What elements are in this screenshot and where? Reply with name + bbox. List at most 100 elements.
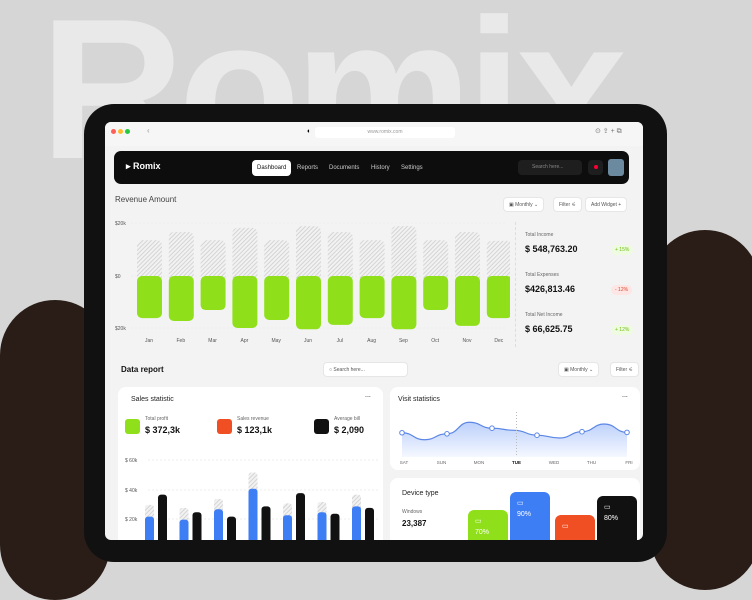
month-label: Jan [145, 338, 153, 344]
browser-actions-icons[interactable]: ⊙ ⇪ + ⧉ [595, 128, 622, 135]
visit-chart: SAT SUN MON TUE WED THU FRI [399, 412, 633, 465]
report-filter-button[interactable]: Filter ⚟ [610, 362, 639, 377]
add-widget-label: Add Widget [591, 202, 617, 208]
avatar[interactable] [608, 159, 624, 176]
visit-point [534, 432, 540, 439]
revenue-bar-top [168, 232, 194, 282]
brand-name: Romix [133, 161, 161, 171]
device-percent: 80% [604, 515, 619, 522]
maximize-window-button[interactable] [125, 129, 130, 134]
kpi-label: Average bill [334, 416, 361, 422]
tablet-icon: ▭ [604, 504, 611, 511]
revenue-bar-top [327, 232, 353, 282]
close-window-button[interactable] [111, 129, 116, 134]
day-label: THU [587, 460, 596, 465]
revenue-bar-top [423, 240, 449, 282]
day-label: MON [474, 460, 485, 465]
sales-more-button[interactable]: ... [365, 392, 371, 399]
nav-documents[interactable]: Documents [329, 165, 360, 171]
visit-point [444, 431, 450, 437]
y-tick-label: $ 20k [125, 517, 138, 523]
day-label: SAT [400, 460, 409, 465]
kpi-label: Total profit [145, 416, 169, 422]
month-label: May [271, 338, 281, 344]
device-tile[interactable]: ▭ 70% [468, 510, 508, 540]
y-tick-label: $ 40k [125, 488, 138, 494]
month-label: Jun [304, 338, 312, 344]
visit-point [579, 428, 585, 435]
device-label: Windows [402, 509, 423, 515]
screen: ‹ ◐ www.romix.com ⊙ ⇪ + ⧉ ▸ Romix Dashbo… [105, 122, 643, 540]
device-percent: 70% [475, 529, 490, 536]
visit-more-button[interactable]: ... [622, 392, 628, 399]
nav-dashboard[interactable]: Dashboard [252, 160, 292, 176]
back-icon[interactable]: ‹ [147, 126, 150, 135]
money-bag-icon [125, 419, 140, 434]
revenue-bar-top [391, 226, 417, 282]
revenue-bar-bottom [391, 276, 417, 330]
sales-bar-black [158, 494, 167, 540]
month-label: Feb [176, 338, 185, 344]
revenue-bar-bottom [200, 276, 226, 311]
sales-bar-blue [145, 516, 154, 540]
month-label: Apr [241, 338, 249, 344]
brand-logo[interactable]: ▸ Romix [126, 161, 161, 171]
visit-area [402, 422, 627, 457]
notification-bell-icon[interactable] [588, 160, 603, 175]
visit-statistics-card: Visit statistics ... SAT SUN MON TUE WED THU F… [390, 387, 640, 470]
sales-statistic-card: Sales statistic ... Total profit $ 372,3k… [118, 387, 383, 540]
nav-history[interactable]: History [371, 165, 390, 171]
device-title: Device type [402, 490, 439, 497]
monitor-icon: ▭ [475, 518, 482, 525]
sales-bar-blue [317, 512, 327, 540]
revenue-bar-top [200, 240, 226, 282]
summary-badge: - 12% [611, 285, 633, 295]
visit-point [624, 429, 630, 436]
revenue-bar-bottom [423, 276, 449, 311]
revenue-bar-bottom [137, 276, 162, 319]
device-tile[interactable]: ▭ 80% [597, 496, 637, 540]
add-widget-button[interactable]: Add Widget + [585, 197, 628, 212]
report-filter-label: Filter [616, 367, 628, 373]
nav-search-input[interactable]: Search here... [518, 160, 582, 175]
summary-value: $ 66,625.75 [525, 324, 573, 334]
visit-point [489, 425, 495, 432]
revenue-bar-top [359, 240, 385, 282]
shield-icon: ◐ [307, 128, 312, 135]
minimize-window-button[interactable] [118, 129, 123, 134]
sales-bar-black [330, 513, 340, 540]
browser-toolbar: ‹ ◐ www.romix.com ⊙ ⇪ + ⧉ [105, 122, 643, 146]
day-label: WED [549, 460, 560, 465]
revenue-bar-top [232, 227, 258, 282]
sales-bar-black [227, 516, 236, 540]
day-label: TUE [512, 460, 521, 465]
revenue-bar-bottom [264, 276, 290, 320]
period-select[interactable]: ▣ Monthly ⌄ [503, 197, 545, 212]
address-bar[interactable]: www.romix.com [315, 127, 455, 138]
revenue-bar-top [486, 240, 510, 282]
nav-reports[interactable]: Reports [297, 165, 319, 171]
report-search-input[interactable]: ○ Search here... [323, 362, 408, 377]
period-label: Monthly [515, 202, 533, 208]
report-search-placeholder: Search here... [333, 367, 365, 373]
summary-label: Total Income [525, 232, 554, 238]
revenue-bar-bottom [232, 276, 258, 328]
device-tile[interactable]: ▭ [555, 515, 595, 540]
nav-settings[interactable]: Settings [401, 165, 423, 171]
receipt-icon [314, 419, 329, 434]
revenue-bar-top [137, 240, 162, 282]
sales-bar-black [365, 507, 374, 540]
visit-line [401, 421, 628, 441]
kpi-value: $ 372,3k [145, 425, 181, 435]
device-tile[interactable]: ▭ 90% [510, 492, 550, 540]
day-label: FRI [625, 460, 632, 465]
sales-bar-black [261, 506, 271, 540]
report-period-select[interactable]: ▣ Monthly ⌄ [558, 362, 600, 377]
day-label: SUN [437, 460, 447, 465]
revenue-bar-bottom [327, 276, 353, 325]
revenue-bar-bottom [168, 276, 194, 321]
kpi-label: Sales revenue [237, 416, 269, 422]
month-label: Oct [431, 338, 439, 344]
top-nav: ▸ Romix Dashboard Reports Documents Hist… [114, 151, 629, 184]
filter-button[interactable]: Filter ⚟ [553, 197, 582, 212]
